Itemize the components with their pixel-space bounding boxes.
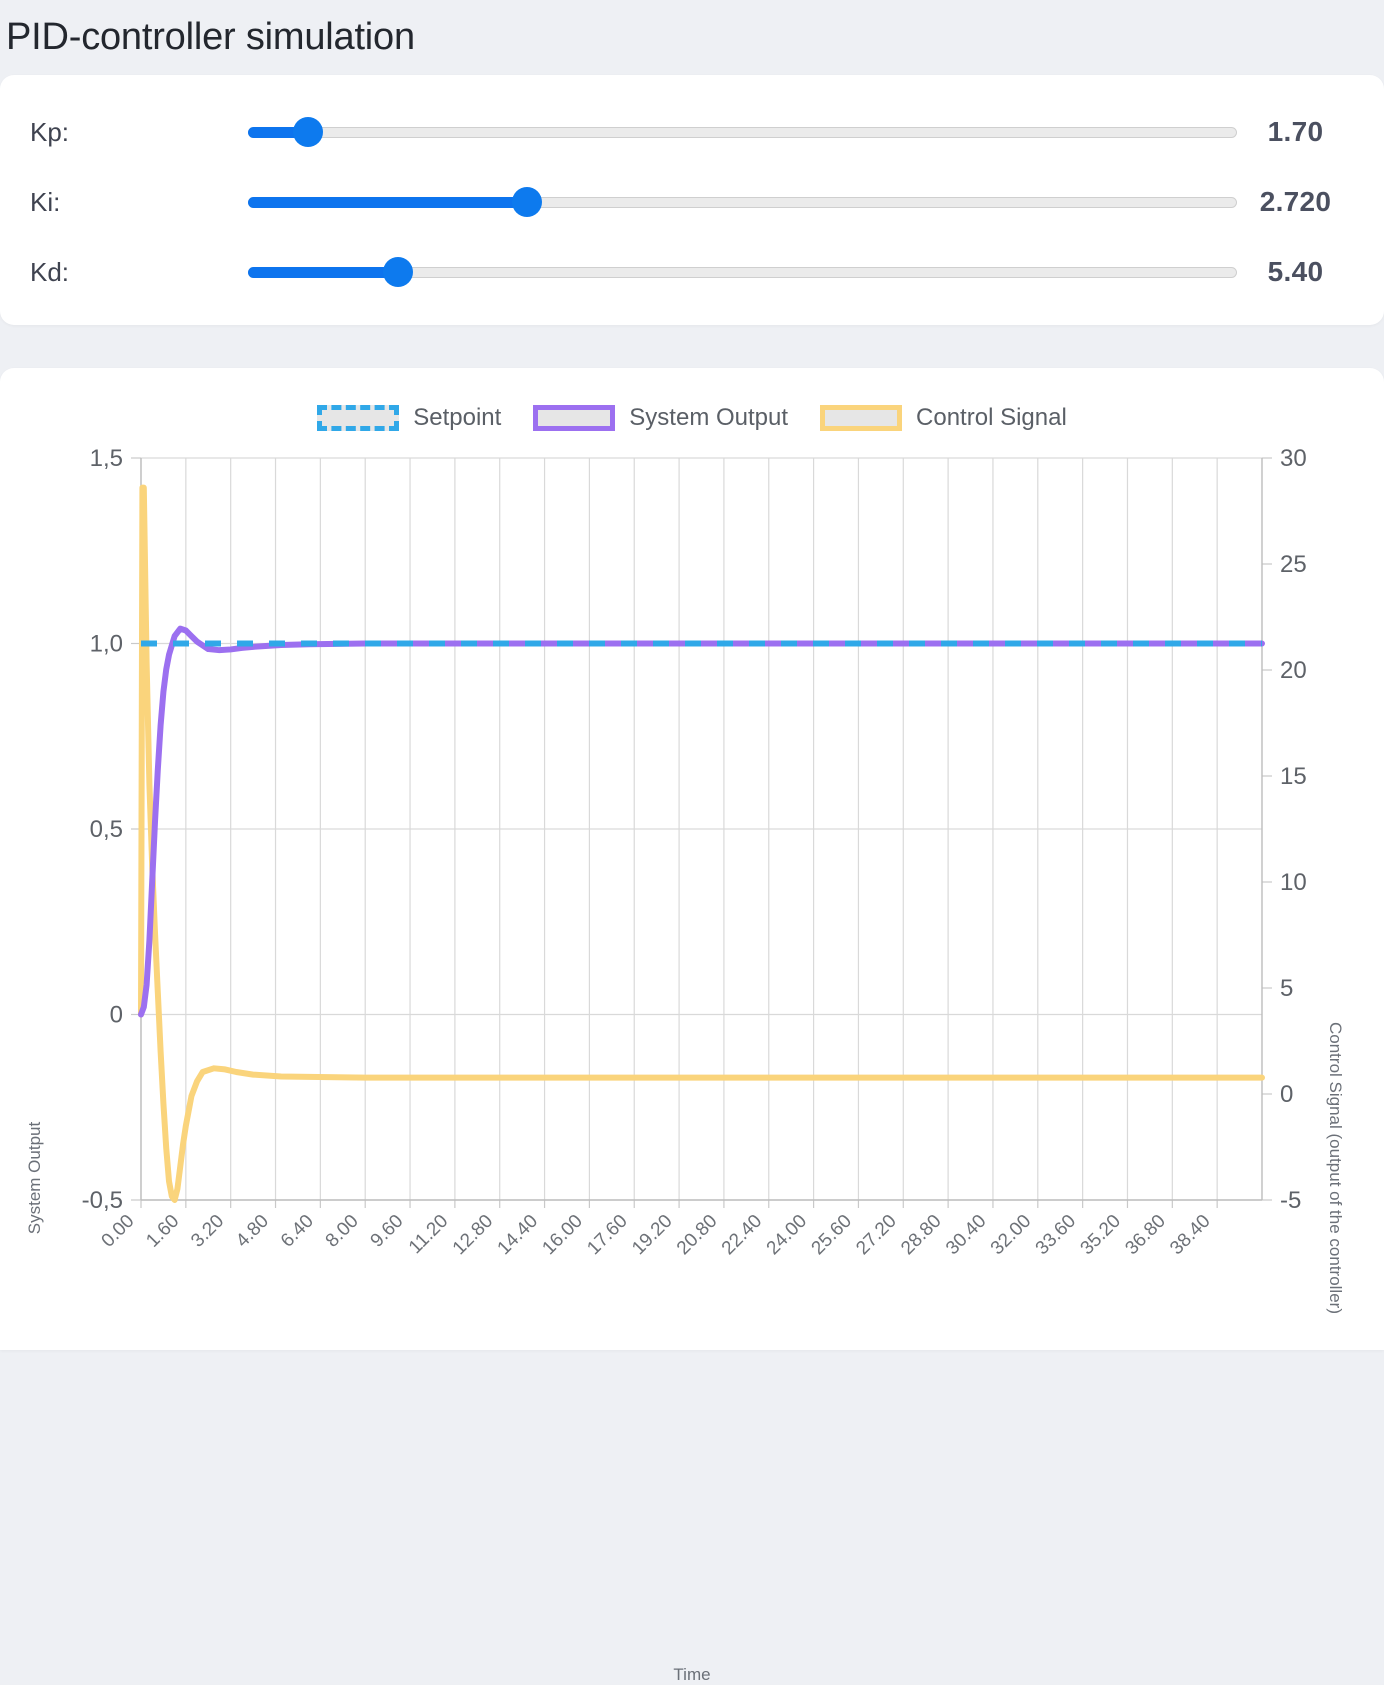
svg-text:3.20: 3.20 (187, 1211, 228, 1252)
svg-text:15: 15 (1280, 763, 1307, 790)
kd-slider[interactable] (248, 257, 1237, 287)
chart-legend: Setpoint System Output Control Signal (0, 404, 1384, 432)
ki-slider-fill (248, 196, 527, 208)
svg-text:4.80: 4.80 (232, 1211, 273, 1252)
svg-text:32.00: 32.00 (987, 1211, 1035, 1259)
kp-label: Kp: (30, 116, 70, 147)
svg-text:1,5: 1,5 (90, 445, 123, 472)
svg-text:5: 5 (1280, 975, 1293, 1002)
svg-text:22.40: 22.40 (718, 1211, 766, 1259)
svg-text:25: 25 (1280, 551, 1307, 578)
svg-text:24.00: 24.00 (763, 1211, 811, 1259)
kd-slider-thumb[interactable] (383, 257, 414, 287)
kp-slider-track[interactable] (248, 126, 1237, 138)
kp-slider-thumb[interactable] (293, 117, 324, 147)
svg-text:36.80: 36.80 (1121, 1211, 1169, 1259)
svg-text:12.80: 12.80 (449, 1211, 497, 1259)
svg-text:0.00: 0.00 (98, 1211, 139, 1252)
ki-label: Ki: (30, 186, 61, 217)
legend-label-control-signal: Control Signal (916, 404, 1067, 431)
svg-text:9.60: 9.60 (367, 1211, 408, 1252)
svg-text:20: 20 (1280, 657, 1307, 684)
svg-text:27.20: 27.20 (852, 1211, 900, 1259)
kp-value: 1.70 (1267, 116, 1324, 147)
svg-text:20.80: 20.80 (673, 1211, 721, 1259)
y2-axis-title: Control Signal (output of the controller… (1326, 1022, 1345, 1314)
svg-text:0: 0 (1280, 1081, 1293, 1108)
kp-slider[interactable] (248, 117, 1237, 147)
svg-text:-5: -5 (1280, 1187, 1301, 1214)
svg-text:-0,5: -0,5 (82, 1187, 123, 1214)
svg-text:1,0: 1,0 (90, 631, 123, 658)
kd-value: 5.40 (1267, 256, 1324, 287)
slider-row-kp: Kp: 1.70 (30, 97, 1354, 167)
svg-text:0: 0 (110, 1002, 123, 1029)
svg-text:28.80: 28.80 (897, 1211, 945, 1259)
svg-text:33.60: 33.60 (1032, 1211, 1080, 1259)
svg-text:17.60: 17.60 (583, 1211, 631, 1259)
legend-label-setpoint: Setpoint (413, 404, 502, 431)
svg-text:8.00: 8.00 (322, 1211, 363, 1252)
system-output-swatch-icon (533, 405, 616, 431)
y-axis-title: System Output (25, 1121, 44, 1235)
control-signal-swatch-icon (820, 405, 903, 431)
legend-label-system-output: System Output (629, 404, 789, 431)
controls-card: Kp: 1.70 Ki: 2.720 Kd: 5.40 (0, 75, 1384, 325)
legend-item-system-output[interactable]: System Output (533, 404, 788, 432)
svg-text:6.40: 6.40 (277, 1211, 318, 1252)
slider-row-kd: Kd: 5.40 (30, 237, 1354, 307)
svg-text:25.60: 25.60 (808, 1211, 856, 1259)
legend-item-setpoint[interactable]: Setpoint (317, 404, 501, 432)
setpoint-swatch-icon (317, 405, 400, 431)
svg-text:11.20: 11.20 (405, 1211, 452, 1258)
chart: Setpoint System Output Control Signal 0.… (0, 368, 1384, 1684)
ki-slider[interactable] (248, 187, 1237, 217)
svg-text:1.60: 1.60 (142, 1211, 183, 1252)
svg-text:19.20: 19.20 (628, 1211, 676, 1259)
page-title: PID-controller simulation (6, 16, 415, 58)
plot-canvas: 0.00 1.60 3.20 4.80 6.40 8.00 9.6011.2012.8014… (82, 445, 1307, 1259)
kd-label: Kd: (30, 256, 70, 287)
svg-text:10: 10 (1280, 869, 1307, 896)
svg-text:38.40: 38.40 (1166, 1211, 1214, 1259)
svg-text:0,5: 0,5 (90, 816, 123, 843)
slider-row-ki: Ki: 2.720 (30, 167, 1354, 237)
chart-card: Setpoint System Output Control Signal 0.… (0, 368, 1384, 1684)
svg-text:35.20: 35.20 (1077, 1211, 1125, 1259)
svg-text:30.40: 30.40 (942, 1211, 990, 1259)
ki-value: 2.720 (1259, 186, 1332, 217)
svg-text:16.00: 16.00 (538, 1211, 586, 1259)
kd-slider-fill (248, 266, 399, 278)
ki-slider-thumb[interactable] (511, 187, 542, 217)
legend-item-control-signal[interactable]: Control Signal (820, 404, 1067, 432)
svg-text:30: 30 (1280, 445, 1307, 472)
svg-text:14.40: 14.40 (494, 1211, 542, 1259)
x-axis-title: Time (673, 1665, 711, 1684)
